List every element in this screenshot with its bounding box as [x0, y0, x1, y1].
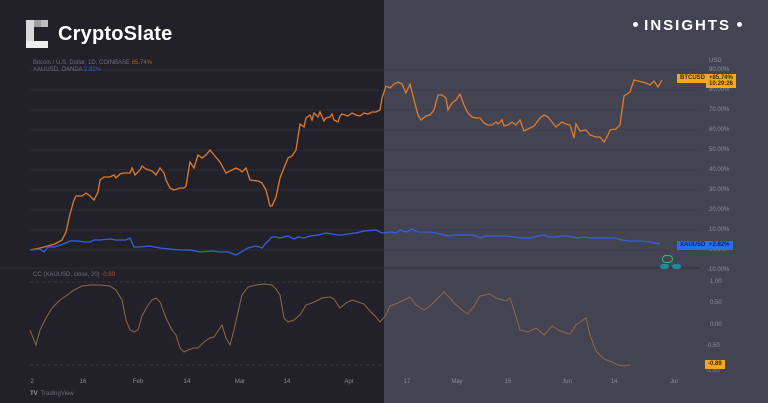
axis-tick: 30.00% [709, 187, 730, 193]
time-tick: 14 [183, 379, 191, 385]
legend-btc-value: 85.74% [131, 60, 153, 66]
time-tick: Apr [344, 379, 354, 385]
left-dark-panel [0, 0, 384, 403]
brand-name: CryptoSlate [58, 22, 173, 45]
axis-tick: -1.00 [706, 368, 720, 374]
btc-value: +85.74% [709, 75, 733, 81]
axis-tick: 0.00% [709, 247, 727, 253]
time-tick: Jul [670, 379, 678, 385]
axis-tick: 0.50 [710, 300, 722, 306]
legend-btc-label: Bitcoin / U.S. Dollar, 1D, COINBASE [33, 60, 131, 66]
btc-value-tag: +85.74% 10:29:26 [706, 74, 737, 88]
time-tick: Mar [234, 379, 246, 385]
bullet-icon [633, 22, 639, 28]
axis-tick: 10.00% [709, 227, 730, 233]
time-tick: 2 [30, 379, 34, 385]
collapse-icon[interactable] [660, 264, 669, 269]
axis-tick: 90.00% [709, 67, 730, 73]
axis-unit: USD [709, 58, 722, 64]
axis-tick: 40.00% [709, 167, 730, 173]
axis-tick: -10.00% [707, 267, 730, 273]
btc-symbol-tag: BTCUSD [677, 74, 708, 83]
insights-label: INSIGHTS [644, 17, 731, 34]
legend-cc-value: -0.89 [101, 272, 116, 278]
bullet-icon [737, 22, 742, 28]
tradingview-text: TradingView [40, 391, 74, 397]
cc-value-tag: -0.89 [705, 360, 725, 369]
axis-tick: 1.00 [710, 279, 722, 285]
axis-tick: 70.00% [709, 107, 730, 113]
cryptoslate-logo[interactable]: CryptoSlate [26, 20, 172, 48]
legend-xau-label: XAUUSD, OANDA [33, 67, 83, 73]
price-gridlines [30, 69, 700, 251]
time-tick: 17 [403, 379, 411, 385]
legend-cc-label: CC (XAUUSD, close, 20) [33, 272, 100, 278]
time-tick: 14 [283, 379, 291, 385]
axis-tick: -0.50 [706, 343, 720, 349]
btcusd-line [29, 79, 663, 251]
tradingview-attribution[interactable]: TV TradingView [30, 391, 74, 397]
time-tick: 15 [504, 379, 512, 385]
time-tick: 14 [610, 379, 618, 385]
axis-tick: 80.00% [709, 87, 730, 93]
axis-tick: 50.00% [709, 147, 730, 153]
axis-tick: 20.00% [709, 207, 730, 213]
time-tick: Jun [562, 379, 572, 385]
tradingview-logo-icon: TV [30, 391, 38, 397]
insights-badge: INSIGHTS [627, 17, 748, 34]
legend-xau[interactable]: XAUUSD, OANDA 2.82% [33, 67, 101, 73]
refresh-icon[interactable] [662, 255, 673, 263]
time-tick: 16 [79, 379, 87, 385]
xau-symbol-tag: XAUUSD [677, 241, 709, 250]
expand-icon[interactable] [672, 264, 681, 269]
time-tick: Feb [132, 379, 144, 385]
xau-value-tag: +2.82% [706, 241, 733, 250]
cryptoslate-logo-icon [26, 20, 48, 48]
legend-btc[interactable]: Bitcoin / U.S. Dollar, 1D, COINBASE 85.7… [33, 60, 152, 66]
legend-xau-value: 2.82% [84, 67, 102, 73]
time-tick: May [451, 379, 463, 385]
btc-countdown: 10:29:26 [709, 81, 734, 87]
cc-line [29, 283, 631, 367]
legend-cc[interactable]: CC (XAUUSD, close, 20) -0.89 [33, 272, 115, 278]
axis-tick: 0.00 [710, 322, 722, 328]
xauusd-line [29, 228, 661, 256]
axis-tick: 60.00% [709, 127, 730, 133]
cc-gridlines [30, 281, 700, 366]
